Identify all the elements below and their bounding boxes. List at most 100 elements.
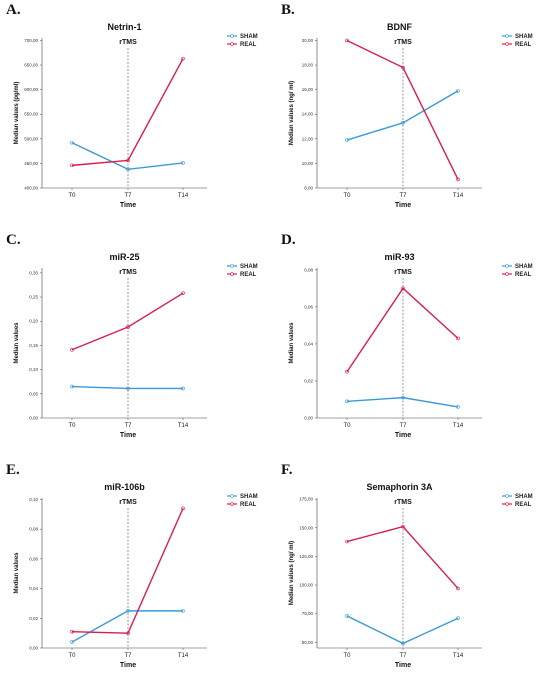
y-tick-label: 700,00 — [24, 38, 38, 43]
y-tick-label: 10,00 — [302, 161, 314, 166]
legend-label-sham: SHAM — [240, 264, 258, 270]
y-tick-label: 0,20 — [29, 319, 38, 324]
data-point-real — [401, 524, 405, 529]
data-point-sham — [401, 641, 405, 646]
series-line-sham — [346, 90, 459, 141]
y-tick-label: 0,00 — [304, 416, 313, 421]
chart-svg: miR-106b rTMS 0,00 0,02 0,04 0,06 0,08 0,10 T0 T7… — [14, 482, 258, 669]
y-axis-label: Median values (ng/ ml) — [289, 81, 295, 145]
y-tick-label: 0,00 — [29, 416, 38, 421]
y-tick-label: 150,00 — [299, 525, 313, 530]
x-axis-label: Time — [395, 202, 411, 209]
legend-marker-sham — [505, 34, 509, 38]
legend-marker-real — [505, 42, 509, 46]
legend-label-real: REAL — [240, 272, 257, 278]
rtms-annotation: rTMS — [119, 39, 137, 46]
data-point-real — [181, 506, 185, 511]
data-point-sham — [345, 614, 349, 618]
legend-marker-sham — [505, 494, 509, 498]
series-line-real — [346, 39, 459, 180]
data-point-sham — [345, 399, 349, 404]
x-tick-label: T0 — [68, 423, 76, 429]
chart-title: Netrin-1 — [107, 22, 141, 32]
panel-letter: A. — [6, 2, 21, 18]
panel-a: A. Netrin-1 rTMS 400,00 450,00 500,00 550,00 60… — [0, 0, 275, 230]
legend-label-real: REAL — [515, 502, 532, 508]
y-axis-label: Median values (pg/ml) — [14, 82, 20, 145]
y-tick-label: 600,00 — [24, 87, 38, 92]
series-line-sham — [346, 615, 459, 645]
series-line-sham — [71, 610, 183, 643]
y-tick-label: 8,00 — [304, 186, 313, 191]
data-point-real — [126, 158, 130, 163]
x-tick-label: T0 — [68, 653, 76, 659]
x-tick-label: T7 — [124, 653, 132, 659]
x-axis-label: Time — [395, 662, 411, 669]
panel-f: F. Semaphorin 3A rTMS 50,00 75,00 100,00 125,0… — [275, 460, 550, 690]
data-point-sham — [70, 384, 74, 389]
data-point-sham — [401, 121, 405, 125]
data-point-sham — [401, 395, 405, 400]
series-line-real — [71, 508, 184, 634]
data-point-sham — [456, 89, 460, 93]
y-tick-label: 0,08 — [304, 267, 313, 272]
series-line-sham — [346, 396, 459, 408]
y-tick-label: 12,00 — [302, 136, 314, 141]
chart-svg: Netrin-1 rTMS 400,00 450,00 500,00 550,00 600,… — [14, 22, 258, 209]
series-line-real — [346, 287, 459, 373]
y-tick-label: 175,00 — [299, 497, 313, 502]
legend-label-real: REAL — [515, 272, 532, 278]
legend-marker-sham — [230, 494, 234, 498]
data-point-sham — [181, 609, 185, 613]
panel-letter: B. — [281, 2, 295, 18]
x-axis-label: Time — [120, 662, 136, 669]
y-tick-label: 50,00 — [302, 640, 314, 645]
data-point-real — [70, 163, 74, 168]
x-tick-label: T0 — [343, 193, 351, 199]
y-tick-label: 550,00 — [24, 112, 38, 117]
chart-svg: miR-93 rTMS 0,00 0,02 0,04 0,06 0,08 T0 T7 T14 Tim… — [289, 252, 533, 439]
legend-marker-real — [230, 502, 234, 506]
y-tick-label: 450,00 — [24, 161, 38, 166]
panel-letter: F. — [281, 462, 293, 478]
series-line-sham — [71, 142, 184, 171]
series-line-real — [71, 292, 184, 351]
y-tick-label: 18,00 — [302, 63, 314, 68]
data-point-real — [345, 539, 349, 544]
data-point-real — [126, 631, 130, 635]
y-tick-label: 125,00 — [299, 554, 313, 559]
x-axis-label: Time — [120, 432, 136, 439]
chart-title: Semaphorin 3A — [366, 482, 433, 492]
y-tick-label: 0,30 — [29, 270, 38, 275]
panel-letter: E. — [6, 462, 20, 478]
y-tick-label: 0,25 — [29, 295, 38, 300]
chart-svg: miR-25 rTMS 0,00 0,05 0,10 0,15 0,20 0,25 0,30 T0… — [14, 252, 258, 439]
rtms-annotation: rTMS — [394, 39, 412, 46]
rtms-annotation: rTMS — [394, 269, 412, 276]
y-tick-label: 0,06 — [29, 556, 38, 561]
legend-label-sham: SHAM — [515, 494, 533, 500]
data-point-real — [70, 629, 74, 634]
y-axis-label: Median values (ng/ ml) — [289, 541, 295, 605]
data-point-sham — [456, 405, 460, 409]
chart-title: BDNF — [387, 22, 412, 32]
data-point-sham — [126, 167, 130, 172]
legend-label-real: REAL — [240, 502, 257, 508]
y-tick-label: 75,00 — [302, 611, 314, 616]
y-tick-label: 0,05 — [29, 391, 38, 396]
legend-label-sham: SHAM — [515, 34, 533, 40]
y-tick-label: 400,00 — [24, 186, 38, 191]
rtms-annotation: rTMS — [119, 499, 137, 506]
chart-title: miR-25 — [109, 252, 139, 262]
chart-svg: BDNF rTMS 8,00 10,00 12,00 14,00 16,00 18,00 20,… — [289, 22, 533, 209]
panel-b: B. BDNF rTMS 8,00 10,00 12,00 14,00 16,00 18,00 2… — [275, 0, 550, 230]
panel-letter: D. — [281, 232, 296, 248]
data-point-sham — [345, 138, 349, 142]
legend-marker-sham — [230, 264, 234, 268]
y-tick-label: 0,02 — [304, 378, 313, 383]
x-tick-label: T7 — [399, 193, 407, 199]
x-tick-label: T0 — [343, 653, 351, 659]
y-tick-label: 0,04 — [304, 341, 313, 346]
x-tick-label: T0 — [68, 193, 76, 199]
legend-marker-real — [505, 272, 509, 276]
